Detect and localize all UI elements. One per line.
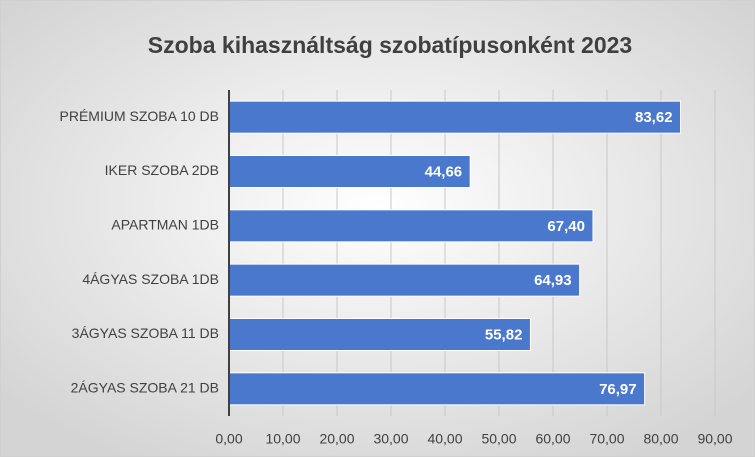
bar: [228, 209, 594, 243]
data-label: 55,82: [485, 326, 523, 343]
x-tick-label: 20,00: [319, 431, 354, 447]
y-tick-label: PRÉMIUM SZOBA 10 DB: [60, 108, 219, 124]
data-label: 76,97: [599, 381, 637, 398]
x-tick-label: 60,00: [535, 431, 570, 447]
bar: [228, 263, 581, 297]
y-tick-label: 3ÁGYAS SZOBA 11 DB: [72, 325, 219, 341]
y-tick-label: APARTMAN 1DB: [111, 217, 219, 233]
y-tick-label: 2ÁGYAS SZOBA 21 DB: [71, 380, 219, 396]
chart-title: Szoba kihasználtság szobatípusonként 202…: [148, 32, 632, 58]
y-tick-label: IKER SZOBA 2DB: [105, 162, 219, 178]
bar: [228, 100, 682, 134]
x-tick-label: 70,00: [589, 431, 624, 447]
x-tick-label: 90,00: [697, 431, 732, 447]
x-tick-label: 40,00: [427, 431, 462, 447]
data-label: 83,62: [635, 109, 673, 126]
y-tick-label: 4ÁGYAS SZOBA 1DB: [82, 271, 219, 287]
data-label: 64,93: [534, 272, 572, 289]
x-tick-label: 80,00: [643, 431, 678, 447]
x-tick-label: 10,00: [265, 431, 300, 447]
x-tick-label: 0,00: [215, 431, 242, 447]
x-tick-label: 30,00: [373, 431, 408, 447]
bar: [228, 372, 646, 406]
data-label: 44,66: [425, 163, 463, 180]
data-label: 67,40: [547, 218, 585, 235]
x-tick-label: 50,00: [481, 431, 516, 447]
